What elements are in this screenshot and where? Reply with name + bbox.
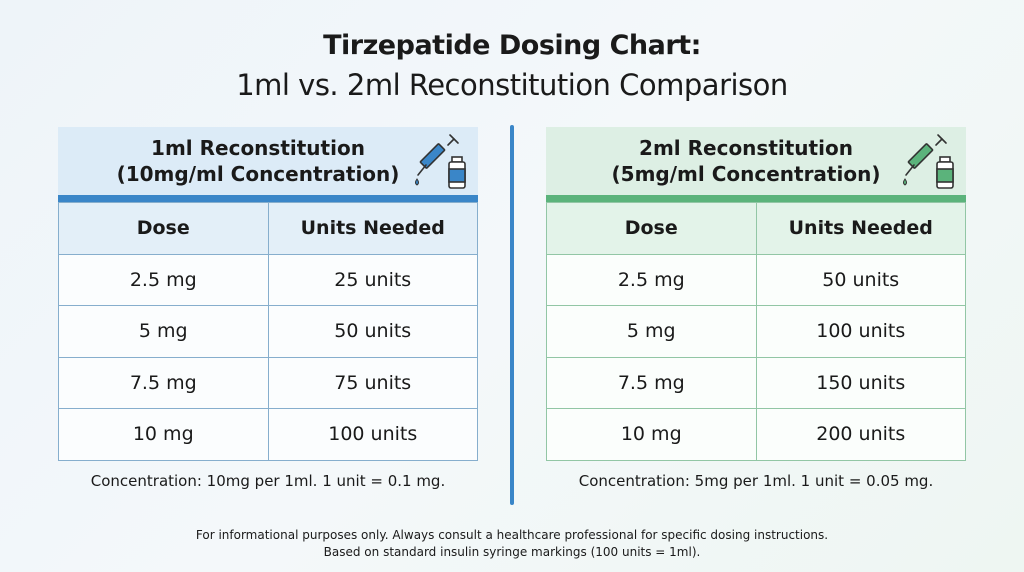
column-header: Units Needed (267, 202, 478, 255)
page-title: Tirzepatide Dosing Chart: (323, 30, 701, 61)
dose-cell: 7.5 mg (546, 356, 757, 409)
accent-bar (546, 195, 966, 202)
panel-heading: 2ml Reconstitution (5mg/ml Concentration) (546, 127, 966, 195)
units-cell: 75 units (267, 356, 478, 409)
table-header-row: Dose Units Needed (546, 202, 966, 255)
footer-note: Based on standard insulin syringe markin… (323, 545, 701, 559)
dose-cell: 10 mg (58, 408, 269, 461)
table-row: 7.5 mg 75 units (58, 356, 478, 409)
units-cell: 200 units (755, 408, 966, 461)
divider (510, 125, 514, 505)
dose-cell: 2.5 mg (546, 253, 757, 306)
table-header-row: Dose Units Needed (58, 202, 478, 255)
dose-cell: 5 mg (58, 305, 269, 358)
column-header: Dose (58, 202, 269, 255)
table-row: 10 mg 200 units (546, 408, 966, 461)
dose-cell: 5 mg (546, 305, 757, 358)
syringe-vial-icon (903, 134, 954, 189)
note-2ml: Concentration: 5mg per 1ml. 1 unit = 0.0… (578, 472, 934, 490)
syringe-vial-icon (415, 134, 466, 189)
table-row: 2.5 mg 25 units (58, 253, 478, 306)
units-cell: 25 units (267, 253, 478, 306)
table-row: 7.5 mg 150 units (546, 356, 966, 409)
panel-2ml: 2ml Reconstitution (5mg/ml Concentration)… (546, 127, 966, 461)
heading-line1: 2ml Reconstitution (639, 136, 853, 160)
dose-cell: 7.5 mg (58, 356, 269, 409)
heading-line2: (5mg/ml Concentration) (611, 162, 881, 186)
note-1ml: Concentration: 10mg per 1ml. 1 unit = 0.… (90, 472, 446, 490)
heading-line2: (10mg/ml Concentration) (116, 162, 400, 186)
footer-disclaimer: For informational purposes only. Always … (195, 528, 829, 542)
column-header: Units Needed (755, 202, 966, 255)
units-cell: 50 units (267, 305, 478, 358)
heading-line1: 1ml Reconstitution (151, 136, 365, 160)
dosing-table: Dose Units Needed 2.5 mg 25 units 5 mg 50 uni… (58, 202, 478, 461)
table-row: 10 mg 100 units (58, 408, 478, 461)
units-cell: 150 units (755, 356, 966, 409)
units-cell: 50 units (755, 253, 966, 306)
accent-bar (58, 195, 478, 202)
dosing-table: Dose Units Needed 2.5 mg 50 units 5 mg 100 un… (546, 202, 966, 461)
dose-cell: 10 mg (546, 408, 757, 461)
table-row: 2.5 mg 50 units (546, 253, 966, 306)
table-row: 5 mg 50 units (58, 305, 478, 358)
panel-1ml: 1ml Reconstitution (10mg/ml Concentration… (58, 127, 478, 461)
units-cell: 100 units (755, 305, 966, 358)
column-header: Dose (546, 202, 757, 255)
table-row: 5 mg 100 units (546, 305, 966, 358)
units-cell: 100 units (267, 408, 478, 461)
panel-heading: 1ml Reconstitution (10mg/ml Concentration… (58, 127, 478, 195)
page-subtitle: 1ml vs. 2ml Reconstitution Comparison (236, 68, 788, 102)
dose-cell: 2.5 mg (58, 253, 269, 306)
